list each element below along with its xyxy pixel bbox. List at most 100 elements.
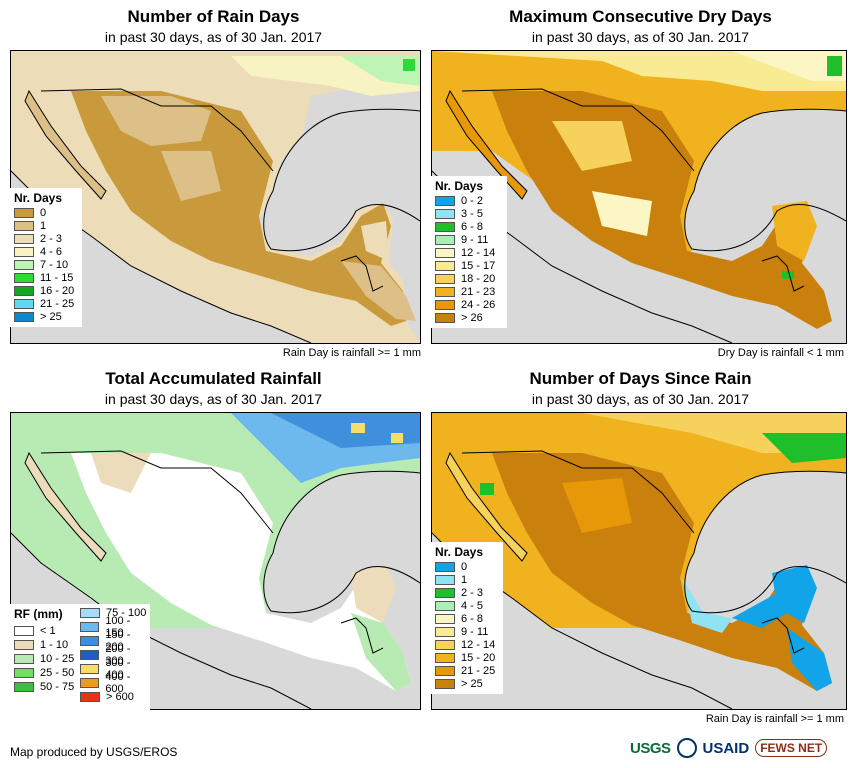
legend-swatch bbox=[435, 666, 455, 676]
legend-label: 15 - 17 bbox=[461, 260, 496, 272]
legend-label: 1 bbox=[461, 574, 468, 586]
legend-label: 10 - 25 bbox=[40, 653, 75, 665]
usaid-logo[interactable]: USAID bbox=[702, 739, 750, 757]
legend-label: 1 - 10 bbox=[40, 639, 69, 651]
legend-item: 1 bbox=[435, 574, 499, 586]
legend-item: 12 - 14 bbox=[435, 639, 499, 651]
legend-item: 2 - 3 bbox=[435, 587, 499, 599]
legend-item: 100 - 150 bbox=[80, 615, 150, 639]
legend-label: > 25 bbox=[40, 311, 62, 323]
legend-item: 75 - 100 bbox=[80, 607, 146, 619]
legend-swatch bbox=[435, 653, 455, 663]
map-rain-days[interactable] bbox=[10, 50, 421, 344]
legend-label: 50 - 75 bbox=[40, 681, 75, 693]
map-note: Rain Day is rainfall >= 1 mm bbox=[705, 713, 844, 725]
legend-item: 21 - 25 bbox=[435, 665, 499, 677]
legend-swatch bbox=[435, 287, 455, 297]
legend-item: 6 - 8 bbox=[435, 221, 503, 233]
legend-swatch bbox=[80, 692, 100, 702]
legend-label: 25 - 50 bbox=[40, 667, 75, 679]
legend-label: 4 - 5 bbox=[461, 600, 484, 612]
legend-item: > 25 bbox=[14, 311, 78, 323]
legend-label: 3 - 5 bbox=[461, 208, 484, 220]
map-dry-days[interactable] bbox=[431, 50, 847, 344]
map-note: Dry Day is rainfall < 1 mm bbox=[717, 347, 844, 359]
legend-item: 300 - 400 bbox=[80, 657, 150, 681]
legend-label: 4 - 6 bbox=[40, 246, 63, 258]
panel-title: Number of Days Since Rain bbox=[529, 369, 752, 388]
legend-swatch bbox=[14, 312, 34, 322]
legend-label: 21 - 23 bbox=[461, 286, 496, 298]
legend-swatch bbox=[14, 654, 34, 664]
legend-swatch bbox=[14, 260, 34, 270]
map-graphic bbox=[432, 51, 846, 343]
map-graphic bbox=[11, 413, 420, 709]
map-graphic bbox=[11, 51, 420, 343]
legend-item: 10 - 25 bbox=[14, 653, 74, 665]
legend-label: 0 - 2 bbox=[461, 195, 484, 207]
legend-label: > 25 bbox=[461, 678, 483, 690]
legend-item: 25 - 50 bbox=[14, 667, 74, 679]
legend-item: 6 - 8 bbox=[435, 613, 499, 625]
usgs-logo[interactable]: USGS bbox=[630, 739, 671, 757]
legend-item: 1 bbox=[14, 220, 78, 232]
legend-item: 12 - 14 bbox=[435, 247, 503, 259]
legend-swatch bbox=[14, 221, 34, 231]
legend-swatch bbox=[80, 622, 100, 632]
credit-text: Map produced by USGS/EROS bbox=[10, 745, 178, 759]
legend-label: 24 - 26 bbox=[461, 299, 496, 311]
fews-net-logo[interactable]: FEWS NET bbox=[755, 739, 828, 757]
legend-swatch bbox=[435, 222, 455, 232]
legend-label: 2 - 3 bbox=[40, 233, 63, 245]
legend-swatch bbox=[435, 274, 455, 284]
legend-swatch bbox=[14, 286, 34, 296]
legend-swatch bbox=[435, 627, 455, 637]
legend-label: 200 - 300 bbox=[105, 643, 131, 667]
legend-label: < 1 bbox=[40, 625, 56, 637]
legend-swatch bbox=[14, 247, 34, 257]
legend-swatch bbox=[435, 575, 455, 585]
legend-title: Nr. Days bbox=[435, 179, 484, 193]
legend-item: 9 - 11 bbox=[435, 234, 503, 246]
legend-item: 4 - 5 bbox=[435, 600, 499, 612]
legend-swatch bbox=[14, 668, 34, 678]
legend-title: RF (mm) bbox=[14, 607, 63, 621]
legend-label: > 600 bbox=[106, 691, 134, 703]
legend-label: 18 - 20 bbox=[461, 273, 496, 285]
legend-item: 21 - 25 bbox=[14, 298, 78, 310]
legend-item: > 600 bbox=[80, 691, 134, 703]
legend-item: 400 - 600 bbox=[80, 671, 150, 695]
legend-swatch bbox=[435, 248, 455, 258]
legend-item: 2 - 3 bbox=[14, 233, 78, 245]
legend-item: 11 - 15 bbox=[14, 272, 78, 284]
legend-swatch bbox=[435, 196, 455, 206]
legend-title: Nr. Days bbox=[14, 191, 63, 205]
legend-label: 9 - 11 bbox=[461, 234, 489, 246]
legend-item: 16 - 20 bbox=[14, 285, 78, 297]
legend-swatch bbox=[14, 208, 34, 218]
partner-logos: USGS USAID FEWS NET bbox=[630, 738, 828, 758]
legend-label: 15 - 20 bbox=[461, 652, 496, 664]
panel-subtitle: in past 30 days, as of 30 Jan. 2017 bbox=[531, 391, 750, 407]
legend-label: 6 - 8 bbox=[461, 221, 484, 233]
legend-label: 100 - 150 bbox=[105, 615, 131, 639]
legend-item: 0 bbox=[435, 561, 499, 573]
legend-label: 6 - 8 bbox=[461, 613, 484, 625]
legend-item: 50 - 75 bbox=[14, 681, 74, 693]
legend-swatch bbox=[435, 300, 455, 310]
legend-swatch bbox=[14, 682, 34, 692]
map-note: Rain Day is rainfall >= 1 mm bbox=[282, 347, 421, 359]
panel-rain-days: Number of Rain Days in past 30 days, as … bbox=[0, 0, 427, 365]
legend-label: 0 bbox=[461, 561, 468, 573]
legend-item: > 26 bbox=[435, 312, 503, 324]
legend-item: 0 - 2 bbox=[435, 195, 503, 207]
legend-item: 18 - 20 bbox=[435, 273, 503, 285]
legend-item: 3 - 5 bbox=[435, 208, 503, 220]
map-total-rain[interactable] bbox=[10, 412, 421, 710]
legend-label: 300 - 400 bbox=[105, 657, 131, 681]
legend-swatch bbox=[14, 234, 34, 244]
legend-swatch bbox=[435, 679, 455, 689]
